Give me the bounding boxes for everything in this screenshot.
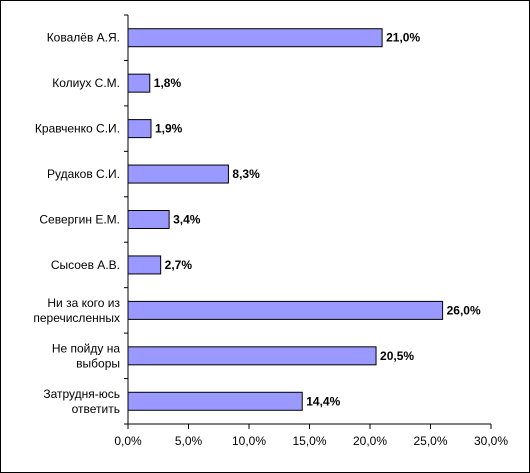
category-labels: Ковалёв А.Я. Колиух С.М. Кравченко С.И. Руд… bbox=[33, 31, 120, 416]
bar bbox=[127, 28, 383, 48]
bar bbox=[127, 119, 152, 139]
data-label: 8,3% bbox=[232, 167, 260, 181]
axes-group bbox=[124, 14, 492, 429]
x-tick-label: 30,0% bbox=[474, 434, 508, 448]
category-label: перечисленных bbox=[33, 311, 120, 325]
bar bbox=[127, 73, 151, 93]
category-label: Кравченко С.И. bbox=[35, 122, 120, 136]
category-label: Рудаков С.И. bbox=[47, 167, 120, 181]
category-label: ответить bbox=[72, 402, 120, 416]
x-tick-label: 0,0% bbox=[114, 434, 142, 448]
category-label: Колиух С.М. bbox=[52, 76, 120, 90]
x-tick-label: 20,0% bbox=[353, 434, 387, 448]
category-label: выборы bbox=[76, 356, 120, 370]
bar bbox=[127, 255, 162, 275]
data-label: 3,4% bbox=[173, 213, 201, 227]
data-label: 20,5% bbox=[380, 349, 414, 363]
category-label: Не пойду на bbox=[52, 341, 121, 355]
value-labels: 21,0% 1,8% 1,9% 8,3% 3,4% 2,7% 26,0% 20,5% 14,4% bbox=[154, 31, 481, 409]
bar bbox=[127, 164, 229, 184]
category-label: Сысоев А.В. bbox=[51, 258, 120, 272]
x-tick-label: 25,0% bbox=[413, 434, 447, 448]
category-label: Затрудня-юсь bbox=[43, 387, 120, 401]
data-label: 1,9% bbox=[155, 122, 183, 136]
bar bbox=[127, 391, 303, 411]
data-label: 1,8% bbox=[154, 76, 182, 90]
tick-labels: 0,0% 5,0% 10,0% 15,0% 20,0% 25,0% 30,0% bbox=[114, 434, 508, 448]
bar bbox=[127, 300, 444, 320]
category-label: Ни за кого из bbox=[47, 296, 120, 310]
x-tick-label: 5,0% bbox=[175, 434, 203, 448]
bar bbox=[127, 210, 170, 229]
data-label: 21,0% bbox=[386, 31, 420, 45]
x-tick-label: 10,0% bbox=[232, 434, 266, 448]
bars-group bbox=[127, 28, 444, 411]
x-tick-label: 15,0% bbox=[292, 434, 326, 448]
data-label: 26,0% bbox=[447, 303, 481, 317]
category-label: Ковалёв А.Я. bbox=[47, 31, 120, 45]
bar bbox=[127, 346, 377, 366]
category-label: Севергин Е.М. bbox=[39, 213, 120, 227]
data-label: 2,7% bbox=[165, 258, 193, 272]
data-label: 14,4% bbox=[306, 394, 340, 408]
